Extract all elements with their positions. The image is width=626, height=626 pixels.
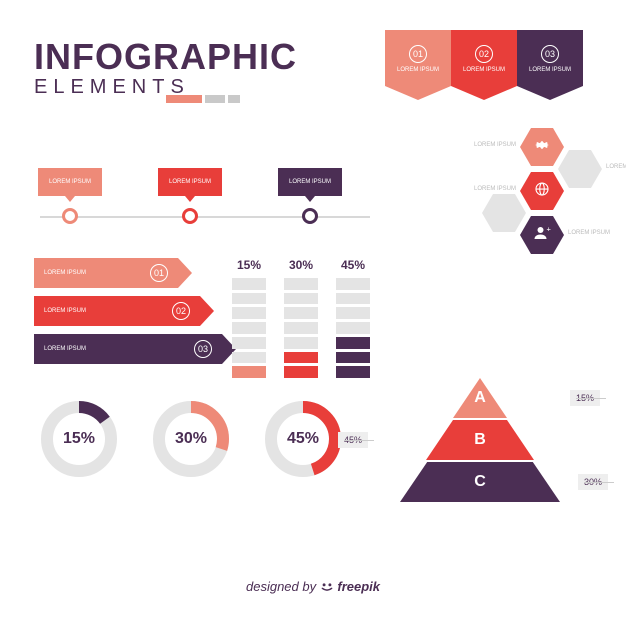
hexagon-label: LOREM IPSUM [466,142,516,148]
donut-pct-label: 30% [152,400,230,478]
donut-pct-label: 15% [40,400,118,478]
timeline-line [40,216,370,218]
ribbon: 02 LOREM IPSUM [451,30,517,86]
arrow-bar-number: 02 [172,302,190,320]
hexagon-label: LOREM IPSUM [568,230,618,236]
arrow-bar: LOREM IPSUM01 [34,258,178,288]
column-segment [336,352,370,364]
pyramid-tier: A [453,378,507,418]
column-segment [232,307,266,319]
title-block: INFOGRAPHIC ELEMENTS [34,36,297,99]
column-segment [284,337,318,349]
column-segment [336,322,370,334]
arrow-bar-label: LOREM IPSUM [44,346,194,352]
timeline-node [182,208,198,224]
ribbon-label: LOREM IPSUM [397,67,439,74]
title-line-1: INFOGRAPHIC [34,36,297,78]
timeline-callout: LOREM IPSUM [158,168,222,196]
pyramid-callout: 45% [338,432,368,448]
title-accent-bars [166,95,240,103]
column-segment [336,278,370,290]
ribbon-group: 01 LOREM IPSUM 02 LOREM IPSUM 03 LOREM IPSUM [385,30,583,86]
arrow-bar-label: LOREM IPSUM [44,308,172,314]
column-stack [232,278,266,378]
pyramid-callout: 15% [570,390,600,406]
ribbon-number: 03 [541,45,559,63]
column-segment [232,322,266,334]
column-pct-label: 45% [341,258,365,272]
title-bar-segment [205,95,225,103]
ribbon-label: LOREM IPSUM [529,67,571,74]
column-stack [336,278,370,378]
column-stack [284,278,318,378]
column-segment [232,337,266,349]
footer-text: designed by [246,579,320,594]
column-segment [232,278,266,290]
column-segment [336,337,370,349]
timeline-callout: LOREM IPSUM [38,168,102,196]
ribbon-label: LOREM IPSUM [463,67,505,74]
donut-chart: 15% [40,400,118,478]
column-segment [336,307,370,319]
arrow-bar: LOREM IPSUM03 [34,334,222,364]
donut-pct-label: 45% [264,400,342,478]
title-bar-segment [228,95,240,103]
ribbon-number: 01 [409,45,427,63]
pyramid-chart: ABC15%45%30% [400,378,560,502]
column-segment [232,293,266,305]
arrow-bar: LOREM IPSUM02 [34,296,200,326]
column-segment [284,278,318,290]
hexagon [558,150,602,188]
ribbon: 01 LOREM IPSUM [385,30,451,86]
column-chart: 15% 30% 45% [232,258,370,378]
timeline-callout: LOREM IPSUM [278,168,342,196]
column-segment [284,322,318,334]
arrow-bar-label: LOREM IPSUM [44,270,150,276]
freepik-icon [320,579,334,593]
ribbon-number: 02 [475,45,493,63]
column-group: 45% [336,258,370,378]
globe-icon [533,180,551,203]
column-segment [336,366,370,378]
donut-chart: 45% [264,400,342,478]
arrow-bars-group: LOREM IPSUM01LOREM IPSUM02LOREM IPSUM03 [34,258,222,372]
donut-chart: 30% [152,400,230,478]
hexagon [520,128,564,166]
column-segment [232,352,266,364]
arrow-bar-number: 03 [194,340,212,358]
pyramid-tier: C [400,462,560,502]
column-pct-label: 30% [289,258,313,272]
svg-text:+: + [547,224,552,233]
column-group: 30% [284,258,318,378]
donut-charts: 15% 30% 45% [40,400,342,478]
column-segment [284,352,318,364]
hexagon: + [520,216,564,254]
ribbon: 03 LOREM IPSUM [517,30,583,86]
column-segment [232,366,266,378]
footer-credit: designed by freepik [0,579,626,594]
column-pct-label: 15% [237,258,261,272]
user-icon: + [533,224,551,247]
hexagon-label: LOREM IPSUM [606,164,626,170]
timeline-node [62,208,78,224]
footer-brand: freepik [337,579,380,594]
hexagon-label: LOREM IPSUM [466,186,516,192]
title-bar-segment [166,95,202,103]
hexagon [482,194,526,232]
column-segment [284,307,318,319]
pyramid-tier: B [426,420,534,460]
pyramid-callout: 30% [578,474,608,490]
timeline-node [302,208,318,224]
column-group: 15% [232,258,266,378]
arrow-bar-number: 01 [150,264,168,282]
gear-icon [533,136,551,159]
column-segment [284,366,318,378]
hexagon [520,172,564,210]
column-segment [284,293,318,305]
column-segment [336,293,370,305]
